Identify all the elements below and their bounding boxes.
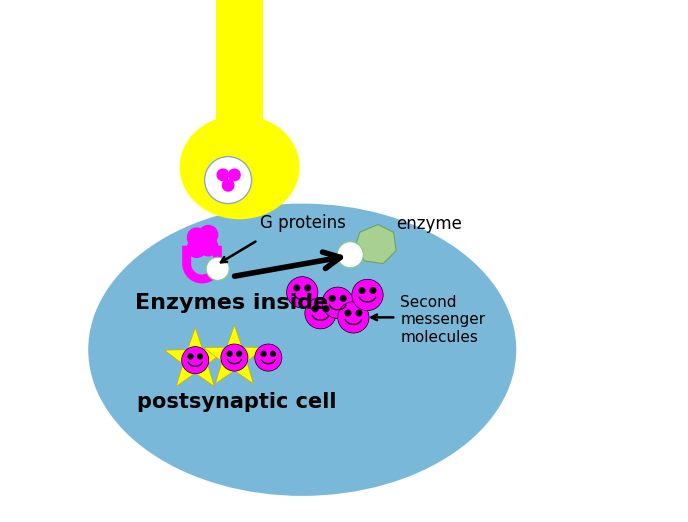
Circle shape <box>370 288 376 293</box>
Circle shape <box>330 295 335 301</box>
Circle shape <box>294 285 299 291</box>
Circle shape <box>188 354 193 359</box>
Circle shape <box>222 180 234 191</box>
Text: Enzymes inside: Enzymes inside <box>135 293 328 313</box>
Text: G proteins: G proteins <box>261 215 346 232</box>
Circle shape <box>187 228 206 247</box>
Polygon shape <box>204 325 265 384</box>
Circle shape <box>305 298 336 329</box>
Circle shape <box>206 257 229 280</box>
Ellipse shape <box>88 204 516 496</box>
Circle shape <box>217 169 228 181</box>
Circle shape <box>356 310 362 316</box>
Polygon shape <box>182 246 222 283</box>
Circle shape <box>323 306 329 312</box>
Bar <box>216 0 263 146</box>
Circle shape <box>197 354 202 359</box>
Circle shape <box>322 287 354 318</box>
Text: enzyme: enzyme <box>396 216 462 233</box>
Circle shape <box>255 344 282 371</box>
Circle shape <box>261 351 266 356</box>
Circle shape <box>204 157 252 204</box>
Circle shape <box>341 295 346 301</box>
Circle shape <box>182 347 208 374</box>
Polygon shape <box>164 328 226 386</box>
Circle shape <box>359 288 365 293</box>
Circle shape <box>337 242 363 268</box>
Polygon shape <box>354 224 396 264</box>
Circle shape <box>305 285 310 291</box>
Text: postsynaptic cell: postsynaptic cell <box>137 392 336 412</box>
Circle shape <box>352 279 383 311</box>
Circle shape <box>199 237 217 256</box>
Circle shape <box>227 351 232 356</box>
Circle shape <box>338 302 369 333</box>
Circle shape <box>221 344 248 371</box>
Circle shape <box>199 226 217 244</box>
Circle shape <box>312 306 318 312</box>
Circle shape <box>187 239 206 257</box>
Circle shape <box>228 169 240 181</box>
Circle shape <box>270 351 275 356</box>
Circle shape <box>345 310 351 316</box>
Text: Second
messenger
molecules: Second messenger molecules <box>400 295 486 345</box>
Ellipse shape <box>180 115 300 219</box>
Circle shape <box>287 277 318 308</box>
Circle shape <box>237 351 241 356</box>
